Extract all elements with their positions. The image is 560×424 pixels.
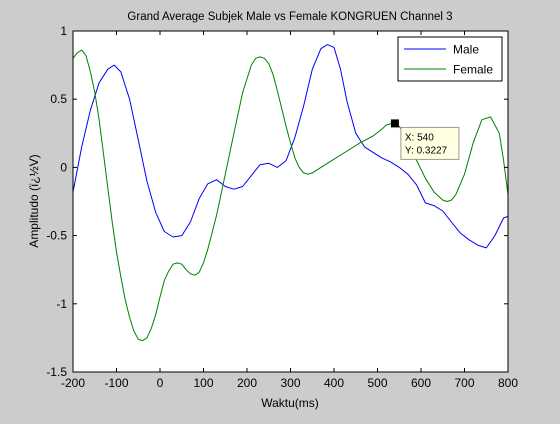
x-tick-label: 500 [367,376,387,390]
datatip-box [400,126,460,160]
x-tick-label: 0 [157,376,164,390]
ticks-layer: -200 -100 0 100 200 300 400 500 600 700 800 -1.5 -1 -… [46,24,518,390]
x-tick-label: 700 [454,376,474,390]
x-tick-label: -200 [61,376,85,390]
x-axis-label: Waktu(ms) [261,396,319,410]
y-tick-label: -0.5 [46,229,67,243]
axes-background [73,31,508,372]
y-axis-label: Amplitudo (ï¿½V) [27,154,41,247]
legend-box [397,36,503,82]
y-tick-label: 1 [60,24,67,38]
x-tick-label: 400 [324,376,344,390]
x-tick-label: 300 [280,376,300,390]
legend: Male Female [397,36,503,82]
x-tick-label: 600 [411,376,431,390]
y-tick-label: -1.5 [46,365,67,379]
series-line-female [72,49,509,342]
datatip-x-text: X: 540 [405,132,434,143]
y-tick-label: -1 [56,297,67,311]
y-tick-label: 0 [60,160,67,174]
datatip[interactable]: X: 540 Y: 0.3227 [390,119,460,160]
x-tick-label: 200 [237,376,257,390]
legend-label-male: Male [453,43,479,57]
x-tick-label: 800 [498,376,518,390]
series-layer [72,44,509,342]
y-tick-label: 0.5 [50,92,67,106]
series-line-male [72,44,509,249]
datatip-marker[interactable] [390,119,399,128]
chart-title: Grand Average Subjek Male vs Female KONG… [127,11,452,23]
x-tick-label: -100 [104,376,128,390]
datatip-y-text: Y: 0.3227 [405,145,448,156]
x-tick-label: 100 [193,376,213,390]
legend-label-female: Female [453,63,493,77]
